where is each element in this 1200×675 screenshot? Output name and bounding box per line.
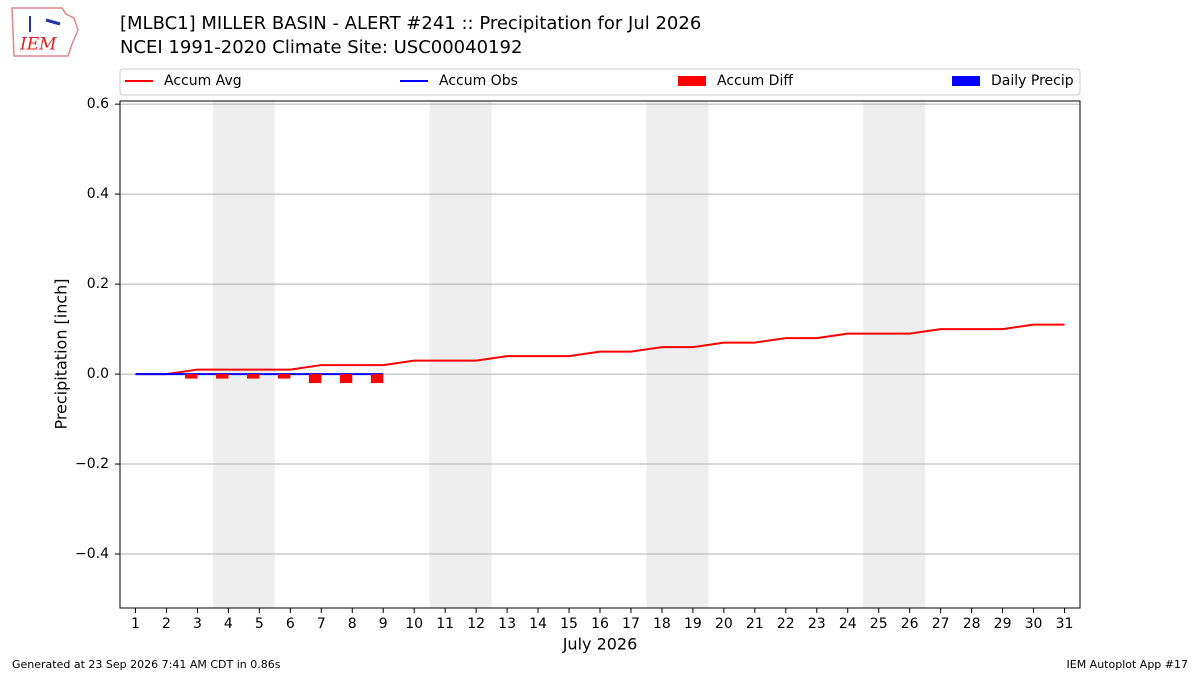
y-tick-label: 0.0 bbox=[87, 366, 109, 382]
x-tick-label: 8 bbox=[348, 616, 357, 632]
x-tick-label: 22 bbox=[777, 616, 795, 632]
weekend-shade bbox=[212, 101, 275, 608]
x-tick-label: 11 bbox=[436, 616, 454, 632]
x-tick-label: 5 bbox=[255, 616, 264, 632]
x-tick-label: 4 bbox=[224, 616, 233, 632]
x-tick-label: 25 bbox=[870, 616, 888, 632]
bar bbox=[185, 374, 198, 379]
logo-outline bbox=[11, 7, 79, 57]
bar bbox=[308, 374, 322, 384]
line bbox=[135, 323, 1065, 376]
footer-left: Generated at 23 Sep 2026 7:41 AM CDT in … bbox=[12, 658, 281, 671]
legend-box bbox=[119, 68, 1081, 96]
x-tick-label: 7 bbox=[317, 616, 326, 632]
x-tick-label: 14 bbox=[529, 616, 547, 632]
legend-label: Daily Precip bbox=[991, 73, 1074, 89]
x-tick-label: 23 bbox=[808, 616, 826, 632]
x-tick-label: 6 bbox=[286, 616, 295, 632]
chart-title: [MLBC1] MILLER BASIN - ALERT #241 :: Pre… bbox=[120, 13, 701, 34]
x-tick-label: 1 bbox=[131, 616, 140, 632]
x-tick-label: 24 bbox=[839, 616, 857, 632]
bar bbox=[370, 374, 384, 384]
footer-right: IEM Autoplot App #17 bbox=[1067, 658, 1189, 671]
y-tick-label: 0.6 bbox=[87, 96, 109, 112]
x-tick-label: 15 bbox=[560, 616, 578, 632]
x-tick-label: 16 bbox=[591, 616, 609, 632]
bar bbox=[216, 374, 229, 379]
x-tick-label: 10 bbox=[405, 616, 423, 632]
x-tick-label: 9 bbox=[379, 616, 388, 632]
x-tick-label: 28 bbox=[963, 616, 981, 632]
bar bbox=[339, 374, 353, 384]
x-tick-label: 21 bbox=[746, 616, 764, 632]
x-tick-label: 3 bbox=[193, 616, 202, 632]
logo-text: IEM bbox=[19, 35, 57, 55]
x-tick-label: 12 bbox=[467, 616, 485, 632]
y-axis-label: Precipitation [inch] bbox=[52, 278, 71, 429]
weekend-shade bbox=[646, 101, 709, 608]
x-tick-label: 2 bbox=[162, 616, 171, 632]
logo: IEM bbox=[11, 7, 79, 57]
chart-subtitle: NCEI 1991-2020 Climate Site: USC00040192 bbox=[120, 37, 522, 58]
y-tick-label: −0.2 bbox=[75, 456, 109, 472]
legend-label: Accum Avg bbox=[164, 73, 242, 89]
x-tick-label: 31 bbox=[1056, 616, 1074, 632]
legend-label: Accum Obs bbox=[439, 73, 518, 89]
plot-frame bbox=[119, 100, 1081, 609]
x-tick-label: 19 bbox=[684, 616, 702, 632]
x-tick-label: 29 bbox=[994, 616, 1012, 632]
x-tick-label: 30 bbox=[1025, 616, 1043, 632]
x-tick-label: 17 bbox=[622, 616, 640, 632]
legend-label: Accum Diff bbox=[717, 73, 793, 89]
x-tick-label: 13 bbox=[498, 616, 516, 632]
bar bbox=[277, 374, 291, 379]
y-tick-label: 0.4 bbox=[87, 186, 109, 202]
logo-icon bbox=[45, 18, 61, 26]
y-tick-label: −0.4 bbox=[75, 546, 109, 562]
legend-swatch bbox=[678, 76, 706, 86]
x-axis-label: July 2026 bbox=[562, 635, 638, 654]
x-tick-label: 27 bbox=[932, 616, 950, 632]
legend-swatch bbox=[952, 76, 980, 86]
bar bbox=[246, 374, 260, 379]
x-tick-label: 18 bbox=[653, 616, 671, 632]
x-tick-label: 26 bbox=[901, 616, 919, 632]
weekend-shade bbox=[863, 101, 926, 608]
x-tick-label: 20 bbox=[715, 616, 733, 632]
weekend-shade bbox=[429, 101, 492, 608]
y-tick-label: 0.2 bbox=[87, 276, 109, 292]
